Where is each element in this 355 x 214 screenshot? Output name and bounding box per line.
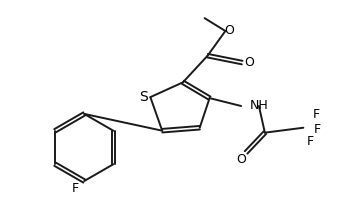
Text: S: S: [139, 90, 148, 104]
Text: F: F: [313, 123, 321, 136]
Text: O: O: [224, 24, 234, 37]
Text: NH: NH: [250, 98, 269, 111]
Text: F: F: [72, 182, 79, 195]
Text: F: F: [313, 108, 320, 121]
Text: F: F: [307, 135, 314, 148]
Text: O: O: [236, 153, 246, 166]
Text: O: O: [244, 56, 254, 69]
